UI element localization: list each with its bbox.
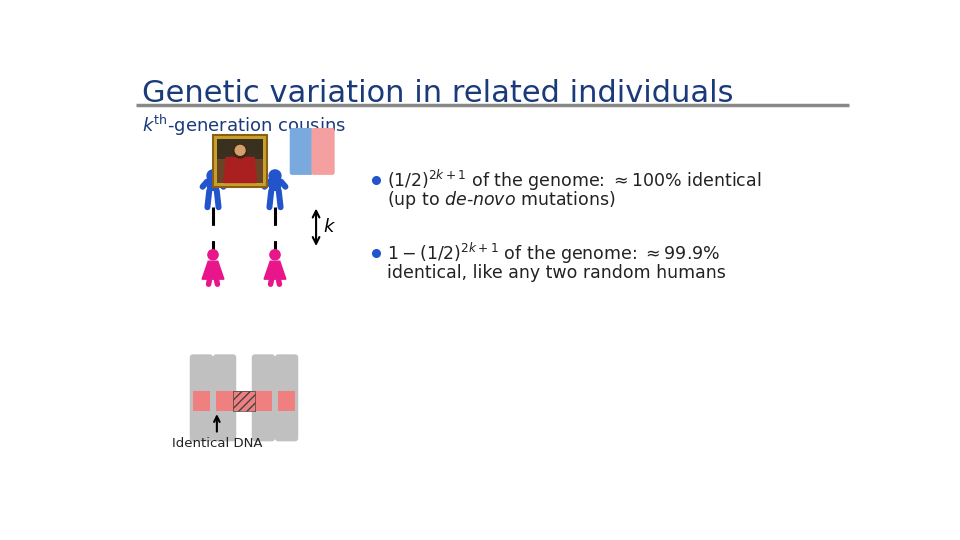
FancyBboxPatch shape <box>275 354 299 441</box>
Bar <box>217 139 263 159</box>
Circle shape <box>235 145 245 155</box>
Bar <box>254 392 272 411</box>
Text: $1 - (1/2)^{2k+1}$ of the genome: $\approx$99.9%: $1 - (1/2)^{2k+1}$ of the genome: $\appr… <box>387 241 720 266</box>
FancyBboxPatch shape <box>213 135 267 187</box>
Circle shape <box>270 249 280 260</box>
FancyBboxPatch shape <box>190 354 213 441</box>
Circle shape <box>233 145 247 158</box>
Bar <box>278 392 295 411</box>
Bar <box>269 178 281 191</box>
Circle shape <box>208 249 218 260</box>
Text: $(1/2)^{2k+1}$ of the genome: $\approx$100% identical: $(1/2)^{2k+1}$ of the genome: $\approx$1… <box>387 168 761 193</box>
Circle shape <box>207 170 219 182</box>
Text: Identical DNA: Identical DNA <box>172 437 262 450</box>
FancyBboxPatch shape <box>311 128 335 175</box>
Bar <box>193 392 210 411</box>
Circle shape <box>269 170 281 182</box>
Polygon shape <box>224 158 256 183</box>
Polygon shape <box>264 261 286 279</box>
Polygon shape <box>203 261 224 279</box>
FancyBboxPatch shape <box>252 354 275 441</box>
Text: identical, like any two random humans: identical, like any two random humans <box>387 264 726 282</box>
Text: k: k <box>324 218 333 237</box>
Bar <box>207 178 219 191</box>
Circle shape <box>234 145 247 158</box>
Text: Genetic variation in related individuals: Genetic variation in related individuals <box>142 79 733 107</box>
Text: $k^{\mathrm{th}}$-generation cousins: $k^{\mathrm{th}}$-generation cousins <box>142 112 346 138</box>
Bar <box>217 139 263 184</box>
FancyBboxPatch shape <box>213 354 236 441</box>
Bar <box>233 392 254 411</box>
Bar <box>233 392 254 411</box>
Text: (up to $\it{de}$-$\it{novo}$ mutations): (up to $\it{de}$-$\it{novo}$ mutations) <box>387 188 615 211</box>
Bar <box>216 392 233 411</box>
FancyBboxPatch shape <box>290 128 313 175</box>
